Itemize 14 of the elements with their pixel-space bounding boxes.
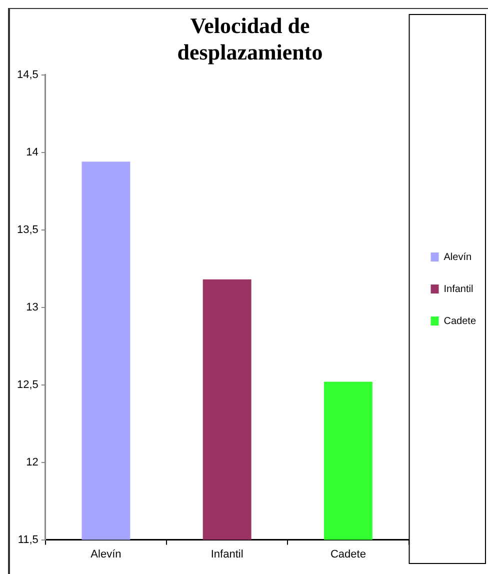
y-tick-label: 11,5 xyxy=(18,534,38,546)
legend-label: Cadete xyxy=(444,316,476,327)
y-tick-label: 13,5 xyxy=(16,224,38,236)
x-tick-label: Infantil xyxy=(210,548,244,560)
y-tick-label: 13 xyxy=(26,301,38,314)
chart-title: Velocidad de desplazamiento xyxy=(177,12,323,64)
legend-label: Infantil xyxy=(444,284,474,295)
y-tick-label: 12,5 xyxy=(16,378,38,391)
y-tick-label: 14 xyxy=(26,146,38,158)
y-tick-label: 14,5 xyxy=(16,68,38,81)
x-tick-label: Cadete xyxy=(330,548,366,560)
legend-label: Alevín xyxy=(444,252,472,263)
x-tick-label: Alevín xyxy=(90,548,122,560)
y-tick-label: 12 xyxy=(26,456,38,468)
